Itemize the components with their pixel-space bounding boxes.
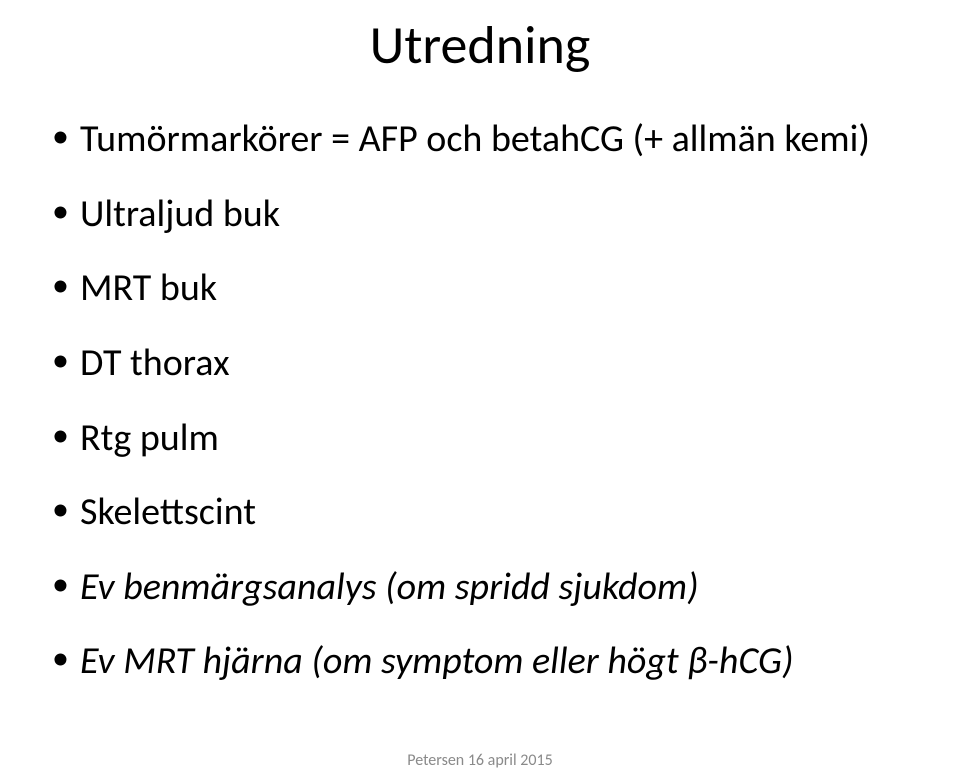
list-item-text: Tumörmarkörer = AFP och betahCG (+ allmä… [80, 116, 870, 162]
list-item-text: Ev MRT hjärna (om symptom eller högt β-h… [80, 638, 793, 684]
list-item: Tumörmarkörer = AFP och betahCG (+ allmä… [46, 115, 920, 164]
slide-footer: Petersen 16 april 2015 [0, 751, 960, 770]
bullet-list-container: Tumörmarkörer = AFP och betahCG (+ allmä… [46, 115, 920, 712]
list-item: DT thorax [46, 339, 920, 388]
list-item-text: Skelettscint [80, 489, 256, 535]
slide: Utredning Tumörmarkörer = AFP och betahC… [0, 0, 960, 778]
bullet-list: Tumörmarkörer = AFP och betahCG (+ allmä… [46, 115, 920, 686]
list-item-text: Ultraljud buk [80, 191, 280, 237]
list-item-text: MRT buk [80, 265, 217, 311]
list-item: Ev MRT hjärna (om symptom eller högt β-h… [46, 637, 920, 686]
list-item: Ultraljud buk [46, 190, 920, 239]
list-item: Ev benmärgsanalys (om spridd sjukdom) [46, 563, 920, 612]
list-item: Rtg pulm [46, 414, 920, 463]
list-item: Skelettscint [46, 488, 920, 537]
list-item: MRT buk [46, 264, 920, 313]
list-item-text: Ev benmärgsanalys (om spridd sjukdom) [80, 564, 699, 610]
list-item-text: Rtg pulm [80, 415, 219, 461]
list-item-text: DT thorax [80, 340, 230, 386]
slide-title: Utredning [0, 12, 960, 78]
